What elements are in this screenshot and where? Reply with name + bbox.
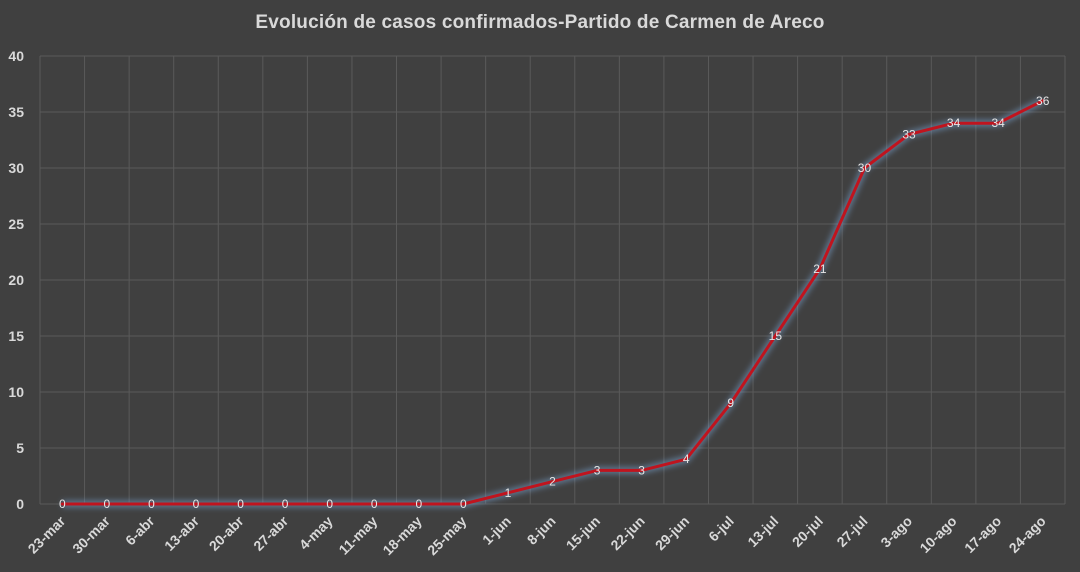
y-tick-label: 15: [8, 328, 24, 344]
y-tick-label: 20: [8, 272, 24, 288]
data-label: 0: [371, 497, 378, 511]
chart-title: Evolución de casos confirmados-Partido d…: [255, 12, 825, 33]
x-tick-label: 3-ago: [877, 513, 915, 551]
data-point: [818, 267, 822, 271]
data-point: [372, 502, 376, 506]
data-label: 2: [549, 475, 556, 489]
x-tick-label: 10-ago: [916, 513, 959, 556]
data-label: 0: [326, 497, 333, 511]
data-label: 3: [594, 463, 601, 477]
data-label: 15: [769, 329, 783, 343]
x-tick-label: 20-abr: [206, 512, 247, 553]
y-tick-label: 0: [16, 496, 24, 512]
data-label: 21: [813, 262, 827, 276]
x-tick-label: 1-jun: [479, 513, 514, 548]
data-point: [996, 121, 1000, 125]
x-tick-label: 13-jul: [744, 513, 781, 550]
y-tick-label: 25: [8, 216, 24, 232]
grid-layer: [39, 55, 1066, 505]
x-tick-label: 20-jul: [789, 513, 826, 550]
x-tick-label: 27-abr: [250, 512, 291, 553]
data-point: [640, 468, 644, 472]
data-point: [194, 502, 198, 506]
data-point: [283, 502, 287, 506]
data-label: 0: [148, 497, 155, 511]
x-tick-label: 18-may: [379, 513, 425, 559]
x-tick-label: 15-jun: [563, 513, 603, 553]
data-point: [595, 468, 599, 472]
x-axis: 23-mar 30-mar 6-abr 13-abr 20-abr 27-abr 4-may…: [25, 512, 1049, 558]
x-tick-label: 17-ago: [961, 513, 1004, 556]
x-tick-label: 25-may: [424, 513, 470, 559]
data-point: [417, 502, 421, 506]
y-tick-label: 10: [8, 384, 24, 400]
data-label: 4: [683, 452, 690, 466]
data-label: 0: [59, 497, 66, 511]
data-point: [60, 502, 64, 506]
y-tick-label: 40: [8, 48, 24, 64]
data-label: 1: [505, 486, 512, 500]
x-tick-label: 24-ago: [1006, 513, 1049, 556]
data-label: 3: [638, 463, 645, 477]
data-label: 0: [282, 497, 289, 511]
data-label: 33: [902, 127, 916, 141]
data-point: [506, 491, 510, 495]
data-point: [551, 480, 554, 484]
data-label: 9: [727, 396, 734, 410]
x-tick-label: 11-may: [335, 513, 380, 558]
data-point: [952, 121, 956, 125]
x-tick-label: 6-jul: [705, 513, 737, 545]
x-tick-label: 23-mar: [25, 512, 69, 556]
x-tick-label: 4-may: [296, 513, 336, 553]
x-tick-label: 27-jul: [833, 513, 870, 550]
data-point: [1041, 99, 1045, 103]
x-tick-label: 6-abr: [122, 512, 158, 548]
data-label: 34: [991, 116, 1005, 130]
x-tick-label: 29-jun: [652, 513, 692, 553]
data-point: [461, 502, 465, 506]
data-point: [729, 401, 733, 405]
data-point: [684, 457, 688, 461]
data-point: [239, 502, 243, 506]
data-point: [149, 502, 153, 506]
y-axis: 0 5 10 15 20 25 30 35 40: [8, 48, 24, 512]
x-tick-label: 30-mar: [69, 512, 113, 556]
data-label: 0: [415, 497, 422, 511]
series-line: [62, 99, 1044, 506]
data-label: 0: [104, 497, 111, 511]
data-label: 36: [1036, 94, 1050, 108]
data-label: 0: [460, 497, 467, 511]
series-line-glow: [62, 97, 1045, 508]
data-label: 0: [193, 497, 200, 511]
x-tick-label: 22-jun: [607, 513, 647, 553]
data-label: 34: [947, 116, 961, 130]
data-label: 0: [237, 497, 244, 511]
data-point: [862, 166, 866, 170]
data-point: [105, 502, 109, 506]
x-tick-label: 8-jun: [524, 513, 559, 548]
series-layer: [60, 97, 1045, 508]
y-tick-label: 5: [16, 440, 24, 456]
y-tick-label: 30: [8, 160, 24, 176]
x-tick-label: 13-abr: [161, 512, 202, 553]
data-point: [328, 502, 332, 506]
y-tick-label: 35: [8, 104, 24, 120]
data-point: [907, 132, 911, 136]
data-point: [773, 334, 777, 338]
data-label: 30: [858, 161, 872, 175]
